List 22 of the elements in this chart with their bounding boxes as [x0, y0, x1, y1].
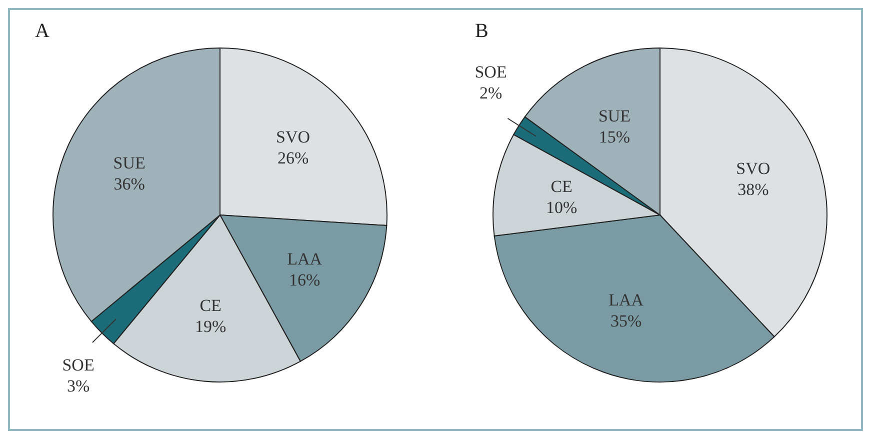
data-label: 19%	[194, 316, 226, 336]
data-label: 10%	[546, 198, 578, 218]
slice-label: SUE	[113, 153, 146, 172]
chart-title: A	[35, 20, 50, 43]
slice-label: SOE	[62, 356, 94, 375]
data-label: 3%	[66, 376, 90, 396]
slice-label: SOE	[474, 62, 507, 82]
data-label: 2%	[479, 84, 502, 103]
slice-label: CE	[550, 177, 572, 196]
data-label: 35%	[610, 311, 642, 330]
data-label: 15%	[598, 128, 630, 147]
data-label: 36%	[114, 174, 145, 194]
slice-label: CE	[200, 296, 222, 315]
data-label: 38%	[738, 180, 769, 200]
slice-label: SUE	[598, 106, 631, 126]
slice-label: SVO	[276, 127, 310, 146]
slice-label: LAA	[608, 290, 644, 310]
slice-label: LAA	[287, 250, 323, 269]
data-label: 26%	[277, 148, 309, 168]
data-label: 16%	[289, 270, 320, 290]
slice-label: SVO	[736, 159, 770, 178]
chart-title: B	[475, 20, 488, 43]
